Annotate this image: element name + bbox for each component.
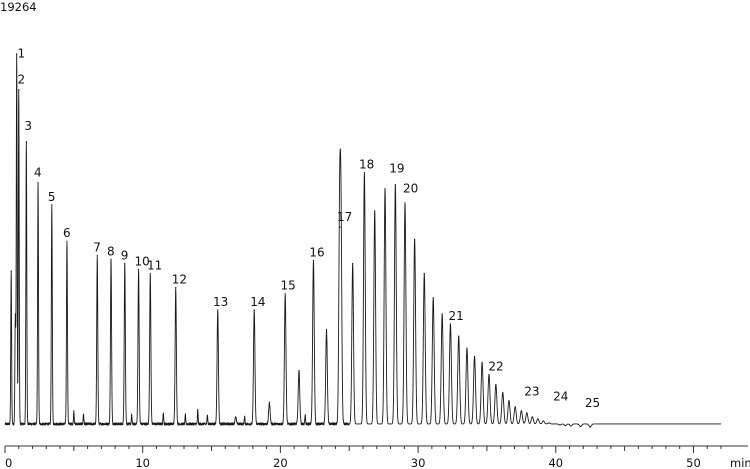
peak-apex <box>553 423 555 425</box>
peak-marks <box>10 53 591 428</box>
x-tick-label: 20 <box>273 456 288 469</box>
peak-apex <box>579 425 582 428</box>
peak-apex <box>18 89 20 91</box>
peak-apex <box>14 315 16 317</box>
peak-apex <box>449 323 452 325</box>
x-axis-unit-label: min <box>730 456 750 469</box>
peak-apex <box>10 270 12 273</box>
peak-apex <box>284 293 286 295</box>
peak-label: 16 <box>309 245 324 259</box>
peak-apex <box>338 226 341 228</box>
peak-label: 17 <box>337 210 352 224</box>
peak-apex <box>124 262 126 265</box>
peak-label: 12 <box>172 273 187 287</box>
peak-apex <box>312 259 315 261</box>
peak-apex <box>441 313 443 315</box>
x-tick-label: 40 <box>548 456 563 469</box>
peak-label: 5 <box>48 190 56 204</box>
y-max-label: 19264 <box>0 0 37 14</box>
peak-apex <box>537 418 539 420</box>
peak-label: 14 <box>250 295 265 309</box>
peak-apex <box>481 361 483 363</box>
peak-apex <box>298 369 300 372</box>
signal-trace <box>4 53 722 428</box>
peak-apex <box>495 383 497 386</box>
peak-label: 3 <box>24 119 32 133</box>
peak-label: 11 <box>147 258 162 272</box>
peak-apex <box>325 329 328 331</box>
peak-label: 9 <box>121 248 129 262</box>
peak-apex <box>175 287 177 289</box>
peak-apex <box>548 422 550 424</box>
x-tick-label: 30 <box>411 456 426 469</box>
peak-apex <box>394 184 396 186</box>
peak-apex <box>374 210 376 212</box>
peak-label: 10 <box>135 254 150 268</box>
peak-apex <box>25 141 27 143</box>
peak-label: 6 <box>63 226 71 240</box>
peak-label: 19 <box>389 162 404 176</box>
peak-apex <box>137 268 140 271</box>
peak-label: 18 <box>359 158 374 172</box>
peak-apex <box>66 240 68 242</box>
peak-label: 7 <box>93 240 101 254</box>
peak-apex <box>352 262 354 265</box>
peak-apex <box>531 416 533 418</box>
peak-apex <box>564 424 567 427</box>
peak-apex <box>502 392 504 394</box>
peak-apex <box>414 238 416 240</box>
peak-apex <box>520 410 522 412</box>
peak-apex <box>253 309 255 311</box>
peak-apex <box>542 420 544 422</box>
peak-apex <box>508 400 510 402</box>
peak-apex <box>423 272 425 275</box>
peak-label: 24 <box>553 390 568 404</box>
peak-label: 23 <box>524 385 539 399</box>
peak-apex <box>559 424 561 426</box>
peak-apex <box>466 347 468 349</box>
peak-apex <box>432 297 434 299</box>
peak-apex <box>96 254 98 256</box>
peak-apex <box>589 426 591 428</box>
peak-apex <box>217 309 219 311</box>
peak-apex <box>458 335 460 337</box>
peak-label: 20 <box>403 182 418 196</box>
peak-apex <box>514 406 516 408</box>
peak-label: 15 <box>281 279 296 293</box>
peak-label: 25 <box>585 396 600 410</box>
x-tick-label: 0 <box>5 456 12 469</box>
peak-apex <box>570 425 572 427</box>
x-axis-ticks: 0 10 20 30 40 50 <box>4 446 722 469</box>
peak-apex <box>526 412 528 414</box>
peak-apex <box>16 53 18 56</box>
peak-apex <box>473 355 476 357</box>
peak-apex <box>268 402 270 404</box>
x-tick-label: 10 <box>135 456 150 469</box>
peak-apex <box>235 416 237 418</box>
peak-label: 2 <box>18 73 26 87</box>
peak-apex <box>363 171 365 174</box>
peak-apex <box>404 202 406 204</box>
peak-label: 1 <box>18 46 26 60</box>
x-tick-label: 50 <box>686 456 701 469</box>
peak-apex <box>37 182 39 184</box>
peak-apex <box>340 226 342 228</box>
peak-apex <box>149 272 151 275</box>
peak-apex <box>51 204 53 206</box>
peak-label: 4 <box>34 166 42 180</box>
peak-label: 21 <box>449 309 464 323</box>
peak-apex <box>110 258 112 260</box>
peak-apex <box>488 373 490 376</box>
peak-label: 13 <box>213 295 228 309</box>
peak-label: 22 <box>488 359 503 373</box>
peak-label: 8 <box>107 244 115 258</box>
peak-apex <box>384 188 386 190</box>
